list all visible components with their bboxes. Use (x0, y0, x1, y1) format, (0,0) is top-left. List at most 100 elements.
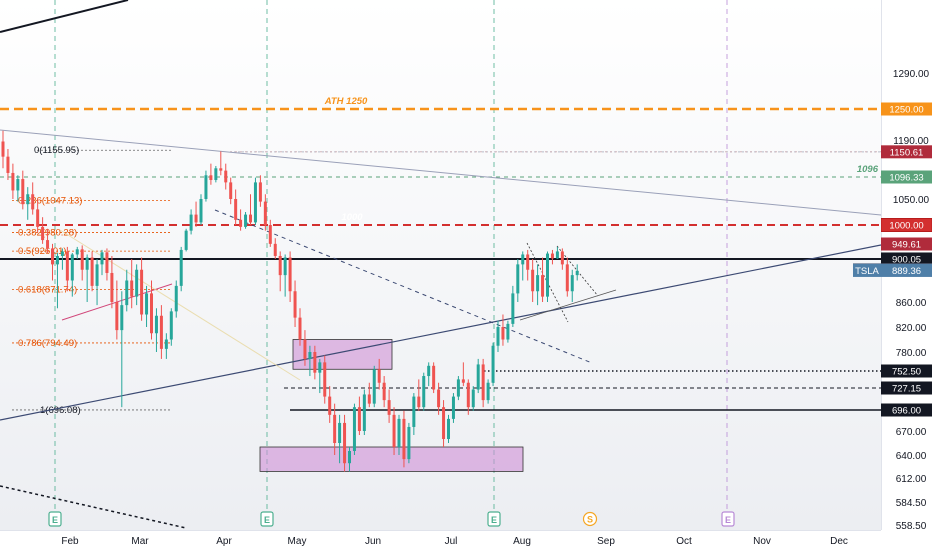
candle-body-87[interactable] (432, 365, 436, 390)
candle-body-89[interactable] (442, 407, 446, 439)
candle-body-5[interactable] (26, 194, 30, 205)
price-badge-949.61[interactable]: 949.61 (881, 237, 932, 251)
candle-body-81[interactable] (402, 418, 406, 460)
candle-body-109[interactable] (541, 275, 545, 297)
candle-body-35[interactable] (174, 285, 178, 312)
candle-body-105[interactable] (521, 254, 525, 265)
candle-body-72[interactable] (357, 407, 361, 431)
candle-body-101[interactable] (501, 327, 505, 340)
candle-body-86[interactable] (427, 365, 431, 377)
candle-body-74[interactable] (367, 394, 371, 404)
candle-body-44[interactable] (219, 168, 223, 171)
candle-body-27[interactable] (135, 269, 139, 297)
candle-body-31[interactable] (154, 315, 158, 334)
candle-body-12[interactable] (60, 251, 64, 256)
candle-body-111[interactable] (550, 253, 554, 259)
candle-body-19[interactable] (95, 264, 99, 286)
candle-body-91[interactable] (451, 396, 455, 419)
candle-body-64[interactable] (318, 362, 322, 373)
split-marker[interactable]: S (582, 511, 598, 527)
candle-body-80[interactable] (397, 418, 401, 447)
candle-body-79[interactable] (392, 414, 396, 447)
candle-body-46[interactable] (229, 182, 233, 199)
candle-body-57[interactable] (283, 257, 287, 276)
candle-body-41[interactable] (204, 175, 208, 199)
candle-body-30[interactable] (150, 293, 153, 334)
price-badge-727.15[interactable]: 727.15 (881, 381, 932, 395)
candle-body-29[interactable] (145, 293, 149, 315)
candle-body-4[interactable] (21, 179, 25, 205)
candle-body-2[interactable] (11, 172, 15, 191)
earnings-marker-0[interactable]: E (48, 511, 62, 527)
candle-body-69[interactable] (343, 422, 347, 464)
candle-body-32[interactable] (159, 315, 163, 349)
candle-body-88[interactable] (437, 389, 441, 408)
candle-body-114[interactable] (565, 264, 569, 292)
candle-body-6[interactable] (31, 194, 35, 210)
candle-body-70[interactable] (348, 451, 351, 464)
candle-body-23[interactable] (115, 302, 119, 331)
price-badge-752.50[interactable]: 752.50 (881, 364, 932, 378)
candle-body-45[interactable] (224, 170, 228, 183)
candle-body-43[interactable] (214, 168, 218, 181)
candle-body-95[interactable] (471, 389, 475, 408)
price-chart-canvas[interactable]: ATH 1250 1096 1000 0(1155.95) 0.236(1047.13)… (0, 0, 881, 530)
candle-body-108[interactable] (536, 275, 540, 292)
candle-body-103[interactable] (511, 293, 515, 324)
candle-body-60[interactable] (298, 317, 302, 340)
candle-body-10[interactable] (51, 248, 54, 265)
candle-body-98[interactable] (486, 382, 490, 401)
candle-body-11[interactable] (55, 255, 59, 265)
candle-body-9[interactable] (46, 240, 50, 249)
candle-body-17[interactable] (85, 257, 89, 270)
price-badge-900.05[interactable]: 900.05 (881, 252, 932, 265)
candle-body-113[interactable] (560, 251, 564, 265)
candle-body-66[interactable] (328, 396, 332, 415)
candle-body-65[interactable] (323, 362, 327, 397)
candle-body-106[interactable] (526, 254, 530, 270)
price-badge-1000.00[interactable]: 1000.00 (881, 218, 932, 232)
candle-body-50[interactable] (249, 214, 252, 223)
price-badge-696.00[interactable]: 696.00 (881, 403, 932, 417)
candle-body-75[interactable] (372, 369, 376, 404)
candle-body-48[interactable] (239, 219, 243, 227)
candle-body-112[interactable] (555, 251, 559, 259)
candle-body-14[interactable] (70, 254, 74, 281)
price-badge-1150.61[interactable]: 1150.61 (881, 145, 932, 159)
candle-body-107[interactable] (531, 269, 535, 292)
time-axis[interactable]: Feb Mar Apr May Jun Jul Aug Sep Oct Nov Dec (0, 530, 881, 550)
candle-body-71[interactable] (352, 407, 356, 451)
candle-body-18[interactable] (90, 257, 94, 286)
candle-body-99[interactable] (491, 345, 495, 383)
candle-body-104[interactable] (516, 264, 520, 294)
candle-body-59[interactable] (293, 291, 297, 318)
candle-body-22[interactable] (110, 272, 114, 302)
candle-body-1[interactable] (6, 156, 10, 173)
candle-body-25[interactable] (125, 280, 129, 306)
candle-body-8[interactable] (41, 226, 45, 241)
upcoming-earnings-marker[interactable]: E (721, 511, 735, 527)
candle-body-56[interactable] (278, 255, 282, 276)
candle-body-94[interactable] (466, 382, 470, 408)
price-tag-TSLA[interactable]: TSLA (853, 263, 881, 277)
candle-body-63[interactable] (313, 352, 317, 373)
candle-body-13[interactable] (65, 251, 69, 281)
candle-body-62[interactable] (308, 352, 312, 359)
candle-body-82[interactable] (407, 426, 411, 460)
candle-body-24[interactable] (120, 305, 124, 331)
earnings-marker-1[interactable]: E (260, 511, 274, 527)
candle-body-58[interactable] (288, 257, 292, 292)
candle-body-85[interactable] (422, 376, 426, 408)
candle-body-3[interactable] (16, 179, 20, 191)
candle-body-61[interactable] (303, 339, 307, 359)
candle-body-68[interactable] (338, 422, 342, 443)
candle-body-20[interactable] (100, 252, 104, 265)
candle-body-54[interactable] (268, 225, 272, 244)
candle-body-84[interactable] (417, 396, 421, 408)
candle-body-92[interactable] (456, 379, 460, 397)
candle-body-102[interactable] (506, 323, 510, 340)
candle-body-42[interactable] (209, 175, 213, 181)
candle-body-90[interactable] (447, 418, 450, 439)
candle-body-53[interactable] (263, 201, 267, 225)
candle-body-76[interactable] (377, 369, 381, 383)
